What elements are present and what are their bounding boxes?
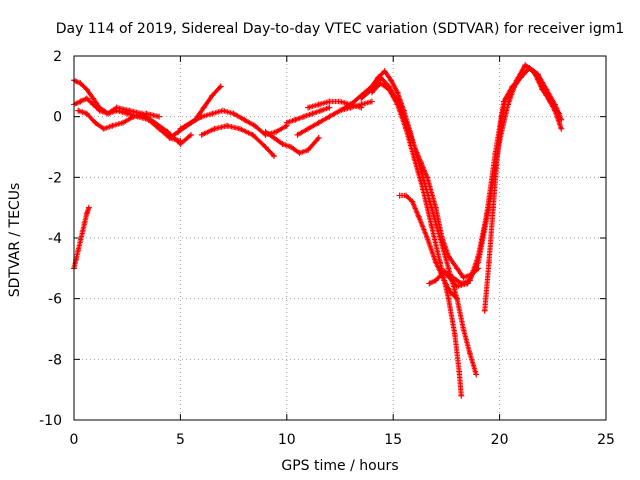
data-point-trail	[284, 104, 332, 126]
series-arc-17	[443, 62, 563, 290]
y-tick-label: -2	[48, 170, 62, 186]
series-arc-7	[198, 122, 278, 160]
data-point-trail	[199, 123, 277, 159]
y-tick-label: -10	[39, 413, 62, 429]
x-tick-label: 10	[278, 432, 296, 448]
data-point-trail	[75, 108, 162, 132]
series-arc-18	[481, 65, 565, 314]
series-arc-13	[358, 74, 480, 378]
series-arc-14	[368, 80, 465, 399]
data-point-trail	[262, 129, 322, 156]
axis-ticks: 0 5 10 15 20 25 -10 -8 -6 -4 -2 0 2	[39, 49, 615, 448]
data-point-trail	[177, 108, 290, 138]
data-point-trail	[71, 77, 194, 147]
y-tick-label: 2	[53, 49, 62, 65]
data-point-trail	[482, 65, 564, 314]
x-tick-label: 5	[176, 432, 185, 448]
series-arc-4	[75, 107, 163, 132]
x-axis-label: GPS time / hours	[281, 458, 398, 474]
y-axis-label: SDTVAR / TECUs	[7, 183, 23, 298]
series-arc-6	[177, 107, 290, 138]
data-point-trail	[369, 80, 464, 399]
x-tick-label: 15	[384, 432, 402, 448]
data-point-trail	[337, 68, 481, 281]
series-arc-15	[396, 192, 461, 302]
y-tick-label: 0	[53, 110, 62, 126]
series-arc-9	[283, 104, 333, 126]
y-tick-label: -6	[48, 292, 62, 308]
series-arc-12	[337, 68, 482, 281]
data-point-trail	[358, 74, 479, 378]
x-tick-label: 25	[597, 432, 615, 448]
chart-title: Day 114 of 2019, Sidereal Day-to-day VTE…	[56, 21, 625, 37]
y-tick-label: -4	[48, 231, 62, 247]
plot-points	[71, 62, 565, 399]
y-tick-label: -8	[48, 352, 62, 368]
x-tick-label: 20	[491, 432, 509, 448]
data-point-trail	[443, 62, 562, 290]
series-arc-3	[71, 77, 195, 147]
series-arc-8	[262, 128, 322, 157]
x-tick-label: 0	[70, 432, 79, 448]
